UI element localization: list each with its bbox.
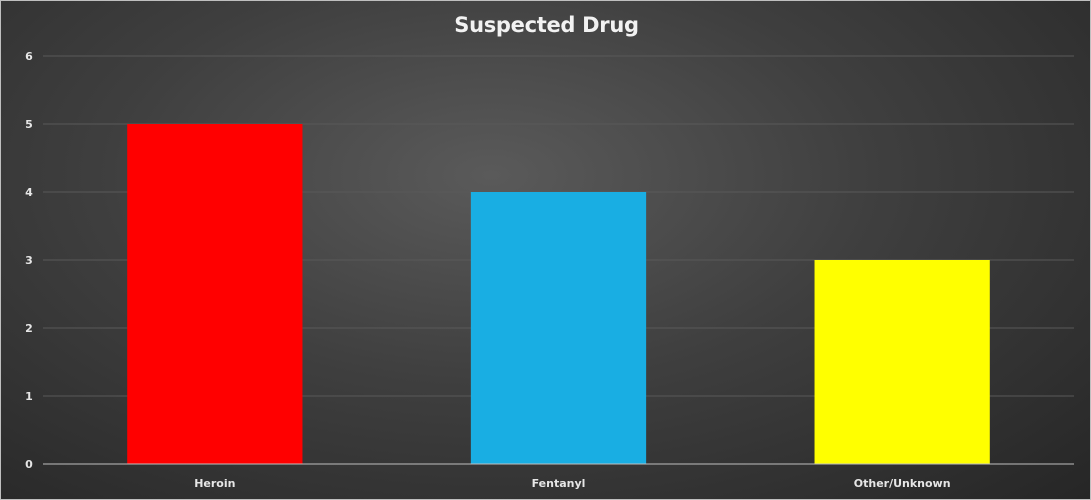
y-tick-label: 6 (25, 50, 33, 63)
chart-title: Suspected Drug (454, 13, 639, 37)
y-tick-label: 1 (25, 390, 33, 403)
x-tick-label: Heroin (194, 477, 235, 490)
x-tick-label: Other/Unknown (854, 477, 951, 490)
bar (470, 192, 647, 464)
y-tick-label: 4 (25, 186, 33, 199)
bar (814, 260, 990, 464)
y-tick-label: 0 (25, 458, 33, 471)
y-tick-label: 3 (25, 254, 33, 267)
y-tick-label: 5 (25, 118, 33, 131)
x-tick-label: Fentanyl (532, 477, 586, 490)
bar (127, 124, 303, 464)
y-tick-label: 2 (25, 322, 33, 335)
